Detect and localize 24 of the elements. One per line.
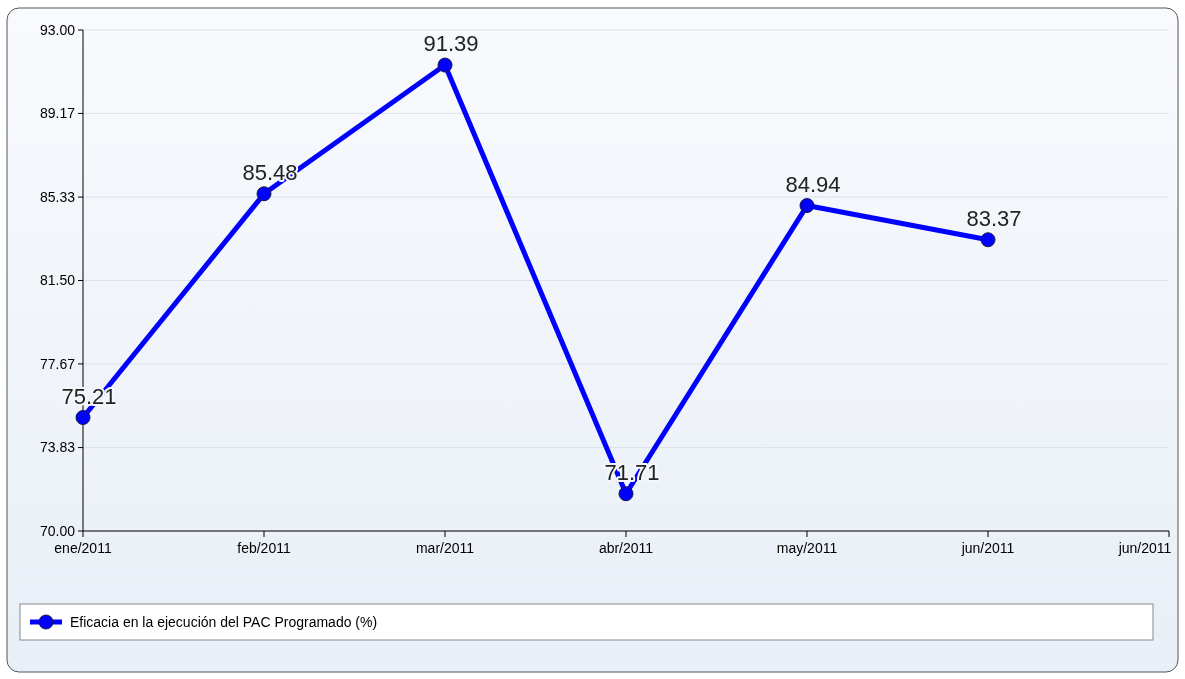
x-tick-label: ene/2011 bbox=[54, 540, 112, 556]
x-tick-label: jun/2011 bbox=[1117, 540, 1172, 556]
y-tick-label: 77.67 bbox=[39, 355, 76, 372]
x-tick-label: may/2011 bbox=[776, 540, 838, 556]
point bbox=[437, 57, 453, 73]
data-label: 84.94 bbox=[785, 171, 841, 197]
data-label: 83.37 bbox=[966, 205, 1022, 231]
x-tick-label: abr/2011 bbox=[598, 540, 654, 556]
y-tick-label: 93.00 bbox=[39, 21, 76, 38]
x-tick-label: feb/2011 bbox=[237, 540, 291, 556]
point bbox=[75, 410, 91, 426]
legend-label: Eficacia en la ejecución del PAC Programado (%) bbox=[70, 613, 378, 630]
y-tick-label: 89.17 bbox=[39, 105, 76, 122]
point bbox=[799, 198, 815, 214]
point bbox=[256, 186, 272, 202]
y-tick-label: 85.33 bbox=[39, 188, 76, 205]
data-label: 91.39 bbox=[423, 31, 479, 57]
point bbox=[618, 486, 634, 502]
x-tick-label: mar/2011 bbox=[415, 540, 475, 556]
x-tick-label: jun/2011 bbox=[960, 540, 1015, 556]
y-tick-label: 70.00 bbox=[39, 522, 76, 539]
y-tick-label: 81.50 bbox=[39, 272, 76, 289]
point bbox=[980, 232, 996, 248]
y-tick-label: 73.83 bbox=[39, 439, 76, 456]
